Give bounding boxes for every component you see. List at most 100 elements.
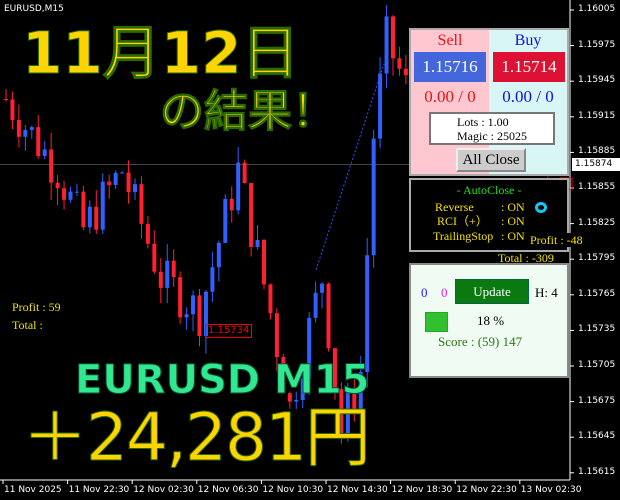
order-price-label: 1.15734 bbox=[205, 324, 253, 338]
candle-body bbox=[165, 260, 170, 288]
price-tick-label: 1.15825 bbox=[578, 217, 616, 228]
trade-line bbox=[315, 63, 385, 271]
candle-body bbox=[197, 295, 202, 337]
candle-body bbox=[242, 162, 247, 183]
magic-value: Magic : 25025 bbox=[457, 129, 527, 143]
candle-body bbox=[391, 16, 395, 59]
time-tick-label: 12 Nov 06:30 bbox=[197, 485, 259, 495]
buy-header: Buy bbox=[514, 32, 542, 49]
candle-body bbox=[236, 162, 241, 211]
candle-body bbox=[223, 198, 228, 243]
sell-position: 0.00 / 0 bbox=[424, 87, 476, 106]
time-tick-label: 11 Nov 2025 bbox=[4, 485, 62, 495]
price-tick-label: 1.15765 bbox=[578, 288, 616, 299]
candle-body bbox=[332, 348, 337, 390]
candle-body bbox=[371, 138, 376, 256]
candle-body bbox=[152, 243, 157, 272]
rci-value[interactable]: : ON bbox=[501, 214, 525, 228]
candle-body bbox=[145, 223, 150, 244]
overlay-amount: ＋24,281円 bbox=[22, 399, 372, 476]
price-tick-label: 1.15915 bbox=[578, 110, 616, 121]
h-value: H: 4 bbox=[535, 285, 558, 300]
candle-body bbox=[171, 260, 176, 278]
candle-body bbox=[300, 378, 305, 400]
candle-body bbox=[320, 283, 325, 293]
candle-body bbox=[358, 371, 363, 410]
candle-body bbox=[229, 198, 234, 211]
candle-body bbox=[126, 172, 131, 193]
price-tick-label: 1.15645 bbox=[578, 431, 616, 442]
price-tick-label: 1.15975 bbox=[578, 39, 616, 50]
candle-body bbox=[42, 149, 47, 157]
candle-body bbox=[49, 149, 54, 183]
candle-body bbox=[339, 389, 344, 435]
candle-body bbox=[281, 357, 286, 394]
update-button[interactable]: Update bbox=[455, 279, 529, 304]
candle-body bbox=[255, 239, 260, 248]
candle-body bbox=[352, 392, 357, 410]
all-close-button[interactable]: All Close bbox=[456, 148, 526, 172]
candle-body bbox=[268, 284, 273, 314]
current-price-label: 1.15874 bbox=[572, 158, 620, 171]
percent-value: 18 % bbox=[477, 313, 505, 328]
price-tick-label: 1.15735 bbox=[578, 324, 616, 335]
candle-body bbox=[139, 184, 144, 224]
candle-body bbox=[94, 206, 99, 230]
candle-body bbox=[81, 191, 86, 228]
candle-body bbox=[16, 120, 21, 137]
status-ring-icon bbox=[535, 202, 547, 213]
auto-close-title: - AutoClose - bbox=[456, 183, 522, 197]
price-tick-label: 1.15855 bbox=[578, 182, 616, 192]
time-tick-label: 11 Nov 22:30 bbox=[68, 485, 130, 495]
candle-body bbox=[113, 172, 118, 186]
candle-body bbox=[365, 255, 370, 372]
sell-header: Sell bbox=[437, 32, 463, 49]
candle-body bbox=[249, 182, 254, 248]
price-tick-label: 1.15795 bbox=[578, 253, 616, 264]
candle-body bbox=[287, 393, 292, 402]
candle-body bbox=[307, 317, 312, 379]
reverse-label: Reverse bbox=[435, 200, 474, 214]
candle-body bbox=[74, 191, 79, 193]
candle-body bbox=[23, 129, 28, 137]
candle-body bbox=[36, 127, 41, 157]
candle-body bbox=[29, 127, 34, 130]
candle-body bbox=[262, 239, 266, 285]
time-tick-label: 12 Nov 14:30 bbox=[327, 485, 388, 495]
buy-button[interactable]: 1.15714 bbox=[493, 52, 565, 82]
candle-body bbox=[4, 99, 8, 100]
overlay-result: の結果！ bbox=[160, 86, 337, 137]
chart-profit-label: Profit : 59 bbox=[12, 300, 61, 314]
candle-body bbox=[274, 313, 279, 358]
trade-panel: Sell Buy 1.15716 1.15714 0.00 / 0 0.00 /… bbox=[409, 28, 569, 176]
candle-body bbox=[397, 58, 402, 69]
candle-body bbox=[133, 184, 137, 193]
candle-body bbox=[294, 399, 299, 402]
price-tick-label: 1.15705 bbox=[578, 360, 616, 370]
candle-body bbox=[178, 277, 183, 318]
progress-indicator bbox=[425, 312, 448, 332]
candle-body bbox=[62, 188, 67, 200]
time-tick-label: 13 Nov 02:30 bbox=[520, 485, 582, 495]
reverse-value[interactable]: : ON bbox=[501, 200, 525, 214]
candle-body bbox=[326, 283, 331, 349]
candle-body bbox=[10, 99, 15, 121]
time-tick-label: 12 Nov 22:30 bbox=[456, 485, 517, 495]
sell-button[interactable]: 1.15716 bbox=[414, 52, 486, 82]
profit-label: Profit : -48 bbox=[530, 233, 583, 247]
lots-field[interactable]: Lots : 1.00 Magic : 25025 bbox=[429, 112, 555, 145]
candle-body bbox=[216, 242, 221, 268]
candle-body bbox=[184, 314, 189, 318]
candle-body bbox=[68, 191, 73, 200]
candle-body bbox=[158, 271, 163, 288]
candle-body bbox=[403, 68, 408, 76]
overlay-date: 11月12日 bbox=[21, 19, 300, 87]
candle-body bbox=[313, 292, 318, 318]
trailing-value[interactable]: : ON bbox=[501, 229, 525, 243]
total-label: Total : -309 bbox=[498, 251, 554, 265]
symbol-label: EURUSD,M15 bbox=[4, 4, 64, 14]
candle-body bbox=[87, 206, 92, 228]
candle-body bbox=[203, 291, 208, 337]
time-tick-label: 12 Nov 10:30 bbox=[262, 485, 324, 495]
